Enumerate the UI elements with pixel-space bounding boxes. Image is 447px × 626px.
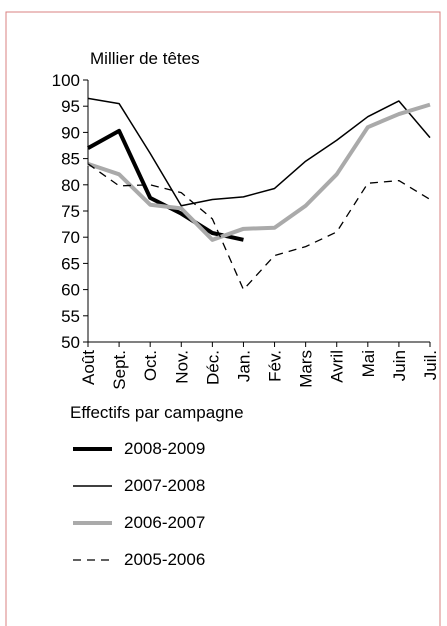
x-tick-label: Mai [359, 350, 378, 377]
x-tick-label: Sept. [110, 350, 129, 390]
y-tick-label: 55 [61, 307, 80, 326]
y-tick-label: 100 [52, 71, 80, 90]
x-tick-label: Avril [328, 350, 347, 383]
y-tick-label: 80 [61, 176, 80, 195]
x-tick-label: Déc. [203, 350, 222, 385]
legend-label: 2007-2008 [124, 476, 205, 495]
frame [5, 11, 441, 626]
x-tick-label: Juil. [421, 350, 440, 380]
x-tick-label: Fév. [266, 350, 285, 382]
y-tick-label: 90 [61, 123, 80, 142]
y-tick-label: 60 [61, 281, 80, 300]
legend-label: 2005-2006 [124, 550, 205, 569]
series-line [87, 128, 244, 242]
x-tick-label: Juin [390, 350, 409, 381]
y-tick-label: 70 [61, 228, 80, 247]
series-line [87, 163, 431, 291]
x-tick-label: Jan. [234, 350, 253, 382]
y-tick-label: 65 [61, 254, 80, 273]
x-tick-label: Nov. [172, 350, 191, 384]
x-tick-label: Mars [297, 350, 316, 388]
legend-label: 2008-2009 [124, 439, 205, 458]
y-tick-label: 50 [61, 333, 80, 352]
series-line [87, 102, 431, 242]
x-tick-label: Oct. [141, 350, 160, 381]
legend-title: Effectifs par campagne [70, 403, 244, 422]
legend-label: 2006-2007 [124, 513, 205, 532]
x-tick-label: Août [79, 350, 98, 385]
y-tick-label: 85 [61, 150, 80, 169]
y-axis-label: Millier de têtes [90, 49, 200, 68]
y-tick-label: 95 [61, 97, 80, 116]
y-tick-label: 75 [61, 202, 80, 221]
series-line [87, 97, 431, 207]
